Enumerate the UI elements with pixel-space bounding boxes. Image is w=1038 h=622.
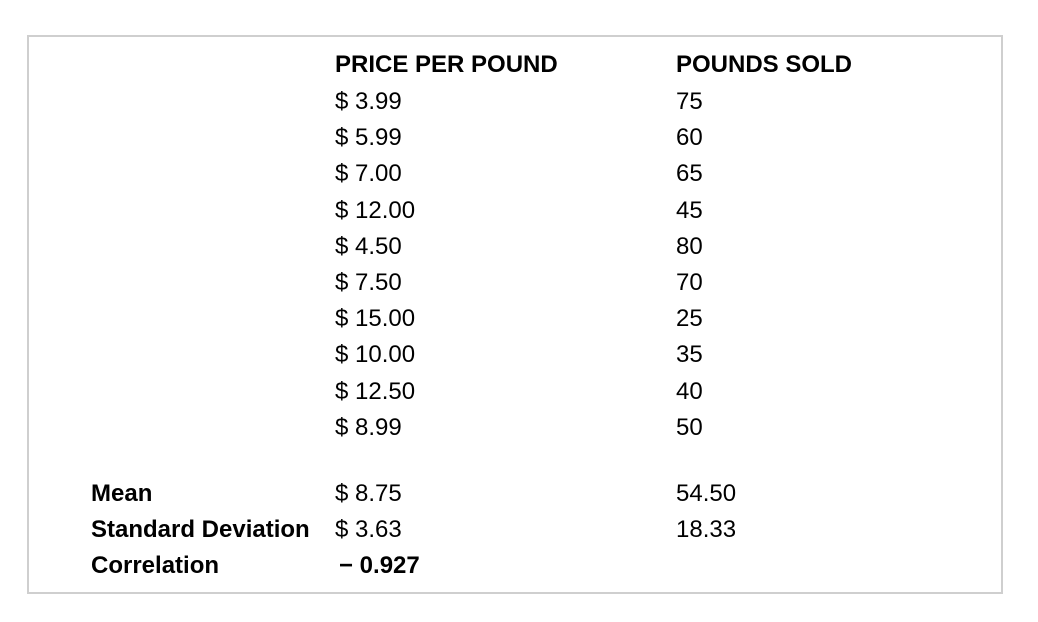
std-pounds: 18.33 [676,516,737,543]
pounds-sold-cell: 75 [676,88,703,115]
correlation-label: Correlation [91,552,220,579]
std-label: Standard Deviation [91,516,310,543]
pounds-sold-cell: 65 [676,160,703,187]
price-cell: $ 12.50 [335,378,416,405]
price-cell: $ 15.00 [335,305,416,332]
pounds-sold-cell: 60 [676,124,703,151]
price-cell: $ 12.00 [335,197,416,224]
price-cell: $ 7.00 [335,160,402,187]
price-cell: $ 5.99 [335,124,402,151]
mean-pounds: 54.50 [676,480,737,507]
price-cell: $ 7.50 [335,269,402,296]
correlation-value: − 0.927 [339,552,420,579]
table-frame [27,35,1003,594]
pounds-sold-cell: 35 [676,341,703,368]
std-price: $ 3.63 [335,516,402,543]
mean-label: Mean [91,480,153,507]
price-cell: $ 3.99 [335,88,402,115]
pounds-sold-cell: 45 [676,197,703,224]
pounds-sold-cell: 40 [676,378,703,405]
pounds-sold-cell: 70 [676,269,703,296]
price-cell: $ 10.00 [335,341,416,368]
price-cell: $ 4.50 [335,233,402,260]
price-per-pound-header: PRICE PER POUND [335,51,558,78]
pounds-sold-cell: 80 [676,233,703,260]
price-cell: $ 8.99 [335,414,402,441]
pounds-sold-header: POUNDS SOLD [676,51,853,78]
mean-price: $ 8.75 [335,480,402,507]
pounds-sold-cell: 50 [676,414,703,441]
pounds-sold-cell: 25 [676,305,703,332]
